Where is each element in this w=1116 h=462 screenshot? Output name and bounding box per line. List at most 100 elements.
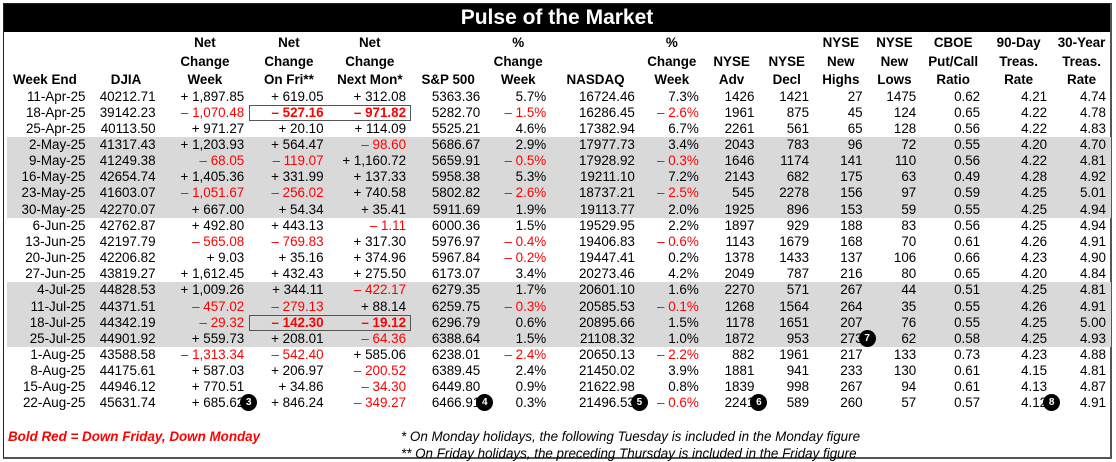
cell-sp500: 5525.21 xyxy=(431,120,481,136)
table-row: 6-Jun-25 42762.87 + 492.80 + 443.13 – 1.11 60… xyxy=(7,218,1111,234)
cell-sp500-pct-change: – 0.3% xyxy=(485,298,552,315)
cell-nyse-decl: 2278 xyxy=(759,185,815,202)
table-row: 23-May-25 41603.07– 1,051.67– 256.02 + 740… xyxy=(7,185,1111,202)
header-nasdaq-pct-change: Change xyxy=(647,53,697,69)
cell-week-end: 15-Aug-25 xyxy=(22,379,86,395)
table-row: 18-Jul-25 44342.19– 29.32– 142.30– 19.12 6… xyxy=(7,314,1111,331)
cell-djia: 44828.53 xyxy=(91,282,161,299)
table-row: 2-May-25 41317.43 + 1,203.93 + 564.47– 98.6… xyxy=(7,136,1111,154)
cell-treas-90-day: 4.25 xyxy=(985,201,1053,218)
cell-net-change-week: + 587.03 xyxy=(191,363,245,379)
market-table-frame: Pulse of the Market Net Net Net%% NYSE NYSE C… xyxy=(3,3,1112,461)
cell-nyse-new-highs: 27 xyxy=(847,88,863,104)
cell-sp500-pct-change: 1.5% xyxy=(515,217,547,233)
page-title: Pulse of the Market xyxy=(4,4,1110,32)
header-net-change-week: Change xyxy=(180,53,230,69)
cell-sp500-pct-change: – 2.4% xyxy=(504,347,547,362)
cell-net-change-mon: + 88.14 xyxy=(328,298,412,315)
cell-week-end: 20-Jun-25 xyxy=(25,250,86,266)
cell-nasdaq: 16286.45 xyxy=(578,104,635,120)
cell-cboe-put-call: 0.55 xyxy=(921,298,986,315)
cell-nyse-adv: 1646 xyxy=(703,153,760,170)
cell-week-end: 25-Apr-25 xyxy=(25,120,86,136)
cell-djia: 41317.43 xyxy=(91,136,161,154)
table-row: 20-Jun-25 42206.82 + 9.03 + 35.16 + 374.96 59… xyxy=(7,250,1111,266)
cell-treas-90-day: 4.23 xyxy=(1021,347,1048,362)
header-net-change-mon: Net xyxy=(359,35,381,50)
cell-week-end: 23-May-25 xyxy=(7,185,92,202)
table-row: 18-Apr-25 39142.23 – 1,070.48– 527.16– 971… xyxy=(7,105,1111,121)
cell-nyse-new-lows: 80 xyxy=(901,266,917,282)
cell-nyse-new-highs: 137 xyxy=(840,250,863,266)
cell-sp500: 5802.82 xyxy=(411,185,486,202)
cell-net-change-fri: + 34.86 xyxy=(278,379,324,395)
cell-cboe-put-call: 0.58 xyxy=(921,330,986,347)
header-nyse-adv xyxy=(704,33,760,52)
cell-treas-90-day: 4.20 xyxy=(985,136,1053,154)
table-row: 13-Jun-25 42197.79 – 565.08 – 769.83 + 317.3… xyxy=(7,234,1111,250)
header-nyse-adv: Adv xyxy=(718,72,745,87)
cell-nyse-new-highs: 153 xyxy=(814,201,868,218)
header-nasdaq xyxy=(551,52,640,71)
cell-treas-90-day: 4.28 xyxy=(985,169,1053,186)
header-net-change-mon: Change xyxy=(345,53,395,69)
cell-nasdaq-pct-change: – 2.6% xyxy=(657,104,699,120)
cell-nyse-new-highs: 141 xyxy=(814,153,868,170)
header-sp500: S&P 500 xyxy=(421,72,475,87)
cell-net-change-fri: – 769.83 xyxy=(271,233,324,249)
table-row: 16-May-25 42654.74 + 1,405.36 + 331.99 + 137… xyxy=(7,169,1111,186)
cell-net-change-week: + 1,612.45 xyxy=(180,266,245,282)
cell-treas-30-year: 4.81 xyxy=(1052,153,1111,170)
cell-treas-90-day: 4.22 xyxy=(1021,120,1048,136)
cell-net-change-week: + 685.62 xyxy=(191,395,245,411)
header-net-change-fri: Net xyxy=(278,35,300,50)
cell-nasdaq-pct-change: – 2.5% xyxy=(639,185,704,202)
cell-djia: 44371.51 xyxy=(91,298,161,315)
cell-nyse-decl: 929 xyxy=(786,217,810,233)
cell-nyse-adv: 1143 xyxy=(725,233,755,249)
cell-treas-30-year: 4.92 xyxy=(1052,169,1111,186)
cell-sp500-pct-change: – 2.6% xyxy=(485,185,552,202)
cell-nyse-decl: 783 xyxy=(759,136,815,154)
table-row: 22-Aug-25 45631.74 + 685.62 + 846.24 3 – 349.… xyxy=(7,394,1111,412)
cell-treas-90-day: 4.12 xyxy=(1021,395,1048,411)
cell-nyse-decl: 998 xyxy=(786,379,810,395)
cell-net-change-mon: + 35.41 xyxy=(328,201,412,218)
table-header: Net Net Net%% NYSE NYSE CBOE 90-Day 30-Year Chan… xyxy=(7,33,1111,89)
header-week-end xyxy=(7,52,92,71)
cell-net-change-mon: + 312.08 xyxy=(353,88,407,104)
cell-net-change-mon: – 98.60 xyxy=(328,136,412,154)
cell-treas-90-day: 4.26 xyxy=(985,298,1053,315)
cell-nyse-decl: 1679 xyxy=(779,233,810,249)
cell-nyse-new-highs: 273 xyxy=(814,330,868,347)
cell-nasdaq-pct-change: 3.4% xyxy=(639,136,704,154)
cell-week-end: 16-May-25 xyxy=(7,169,92,186)
table-row: 15-Aug-25 44946.12 + 770.51 + 34.86 – 34.30 6… xyxy=(7,379,1111,395)
cell-net-change-mon: + 585.06 xyxy=(353,347,407,362)
cell-net-change-week: – 1,313.34 xyxy=(180,347,245,362)
callout-badge: 8 xyxy=(1043,394,1061,412)
cell-nyse-adv: 1961 xyxy=(724,104,755,120)
header-sp500-pct-change: Week xyxy=(500,72,536,87)
cell-net-change-mon: – 64.36 xyxy=(328,330,412,347)
cell-sp500: 5967.84 xyxy=(431,250,481,266)
cell-net-change-fri: + 208.01 xyxy=(249,330,329,347)
cell-cboe-put-call: 0.59 xyxy=(921,185,986,202)
header-nyse-decl: NYSE xyxy=(768,53,805,69)
cell-net-change-fri: – 527.16 xyxy=(249,105,328,121)
cell-treas-30-year: 4.81 xyxy=(1052,282,1111,299)
cell-nyse-decl: 561 xyxy=(786,120,810,136)
table-row: 27-Jun-25 43819.27 + 1,612.45 + 432.43 + 275… xyxy=(7,266,1111,282)
cell-nyse-new-highs: 156 xyxy=(814,185,868,202)
cell-sp500: 6296.79 xyxy=(411,314,486,331)
cell-nyse-adv: 2261 xyxy=(724,120,755,136)
cell-treas-30-year: 4.70 xyxy=(1052,136,1111,154)
cell-nyse-adv: 1268 xyxy=(703,298,760,315)
cell-nyse-adv: 2241 xyxy=(724,395,755,411)
header-row: Change Change Change Change Change NYSE NYSE Ne… xyxy=(7,52,1111,71)
friday-holiday-note: ** On Friday holidays, the preceding Thu… xyxy=(401,446,857,461)
cell-nasdaq-pct-change: 0.2% xyxy=(668,250,699,266)
header-net-change-week: Net xyxy=(194,35,216,50)
header-row: Week End DJIA Week On Fri** Next Mon* S&P 500… xyxy=(7,70,1111,89)
cell-nasdaq: 19113.77 xyxy=(551,201,640,218)
